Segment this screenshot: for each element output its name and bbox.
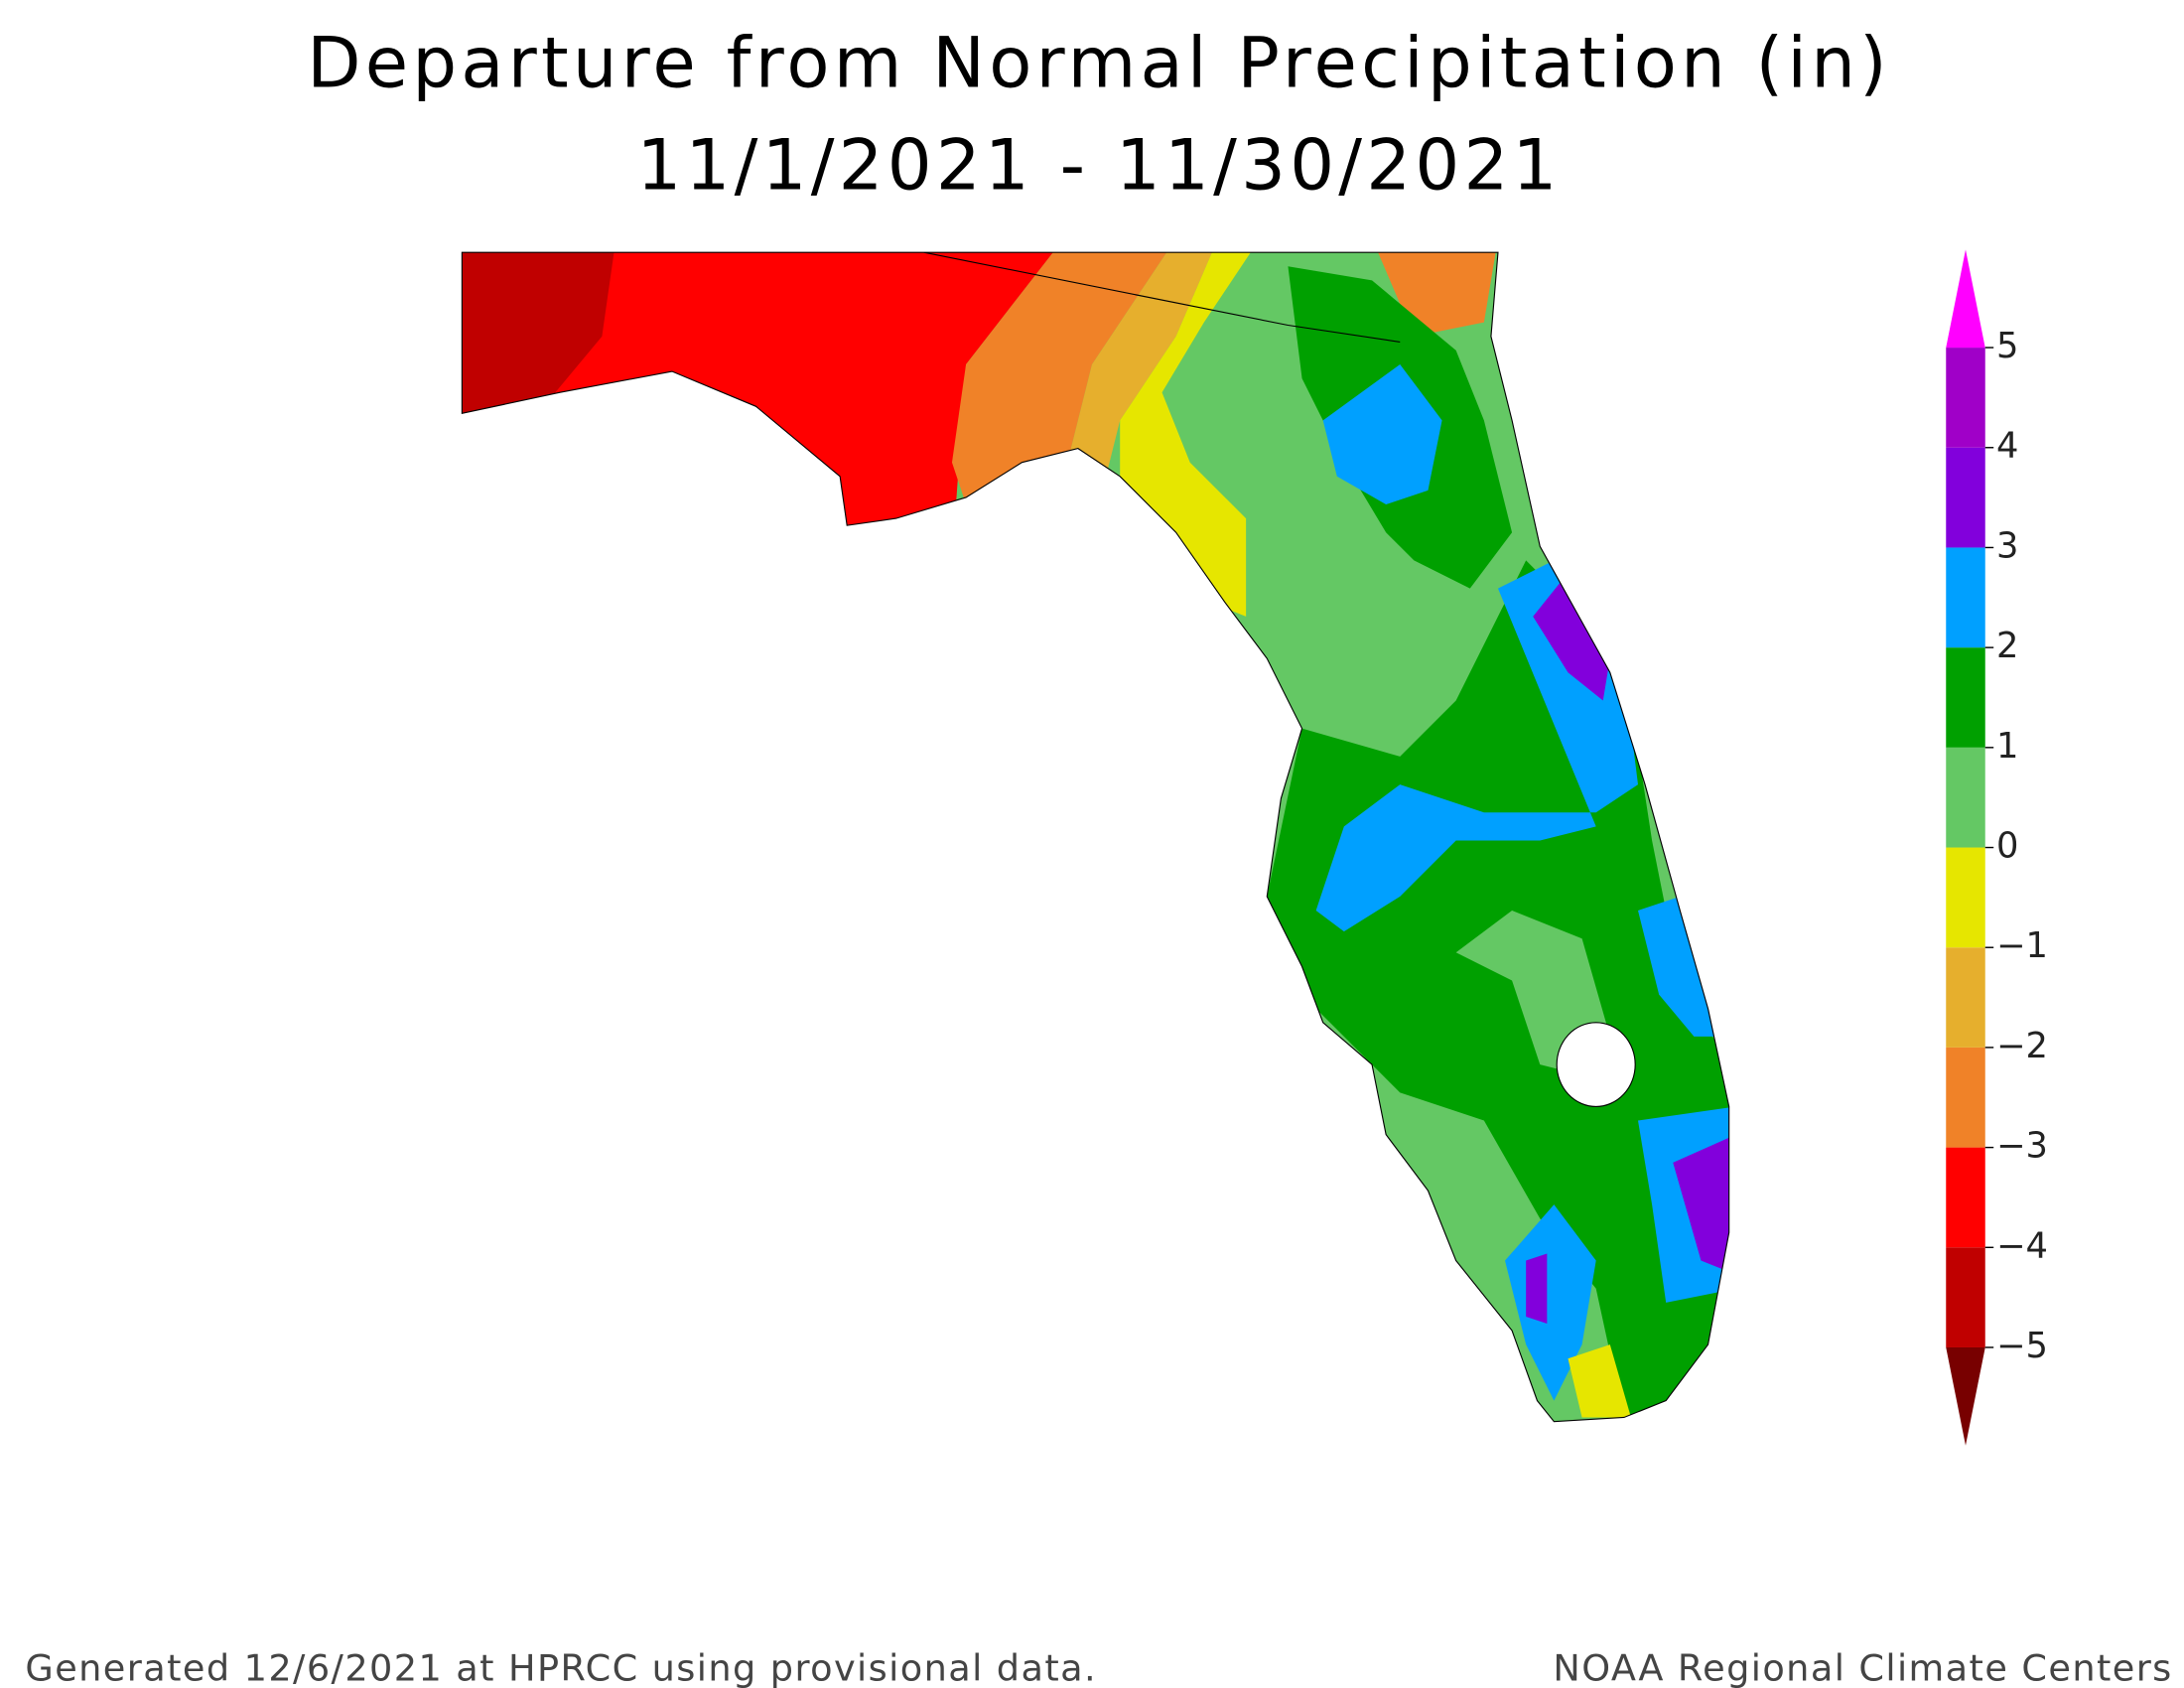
colorbar-arrow-top	[1946, 249, 1985, 349]
colorbar-bin	[1946, 1147, 1985, 1248]
colorbar-bin	[1946, 447, 1985, 548]
colorbar-bin	[1946, 348, 1985, 448]
precip-map	[462, 252, 1729, 1422]
colorbar-tick-label: 4	[1996, 426, 2018, 467]
map-subtitle: 11/1/2021 - 11/30/2021	[636, 125, 1561, 207]
colorbar-bin	[1946, 1047, 1985, 1148]
colorbar-bin	[1946, 747, 1985, 848]
footer-right: NOAA Regional Climate Centers	[1553, 1647, 2172, 1688]
colorbar-tick-label: 3	[1996, 525, 2018, 566]
map-title: Departure from Normal Precipitation (in)	[307, 23, 1891, 104]
colorbar: −5 −4 −3 −2 −1 0 1 2 3 4 5	[1946, 249, 2048, 1446]
colorbar-arrow-bottom	[1946, 1346, 1985, 1446]
lake-okeechobee	[1556, 1022, 1636, 1107]
colorbar-tick-label: −3	[1996, 1126, 2048, 1167]
colorbar-tick-label: 0	[1996, 826, 2018, 867]
footer-left: Generated 12/6/2021 at HPRCC using provi…	[25, 1647, 1097, 1688]
colorbar-tick-label: −1	[1996, 925, 2048, 966]
colorbar-tick-label: 5	[1996, 326, 2018, 366]
colorbar-tick-label: 2	[1996, 626, 2018, 666]
colorbar-bin	[1946, 647, 1985, 748]
colorbar-bin	[1946, 947, 1985, 1048]
state-outline	[461, 251, 1730, 1423]
colorbar-tick-label: −5	[1996, 1326, 2048, 1366]
colorbar-bin	[1946, 1247, 1985, 1347]
colorbar-tick-label: −2	[1996, 1026, 2048, 1066]
colorbar-bin	[1946, 847, 1985, 948]
colorbar-tick-label: 1	[1996, 726, 2018, 767]
colorbar-tick-label: −4	[1996, 1225, 2048, 1266]
colorbar-bin	[1946, 547, 1985, 648]
